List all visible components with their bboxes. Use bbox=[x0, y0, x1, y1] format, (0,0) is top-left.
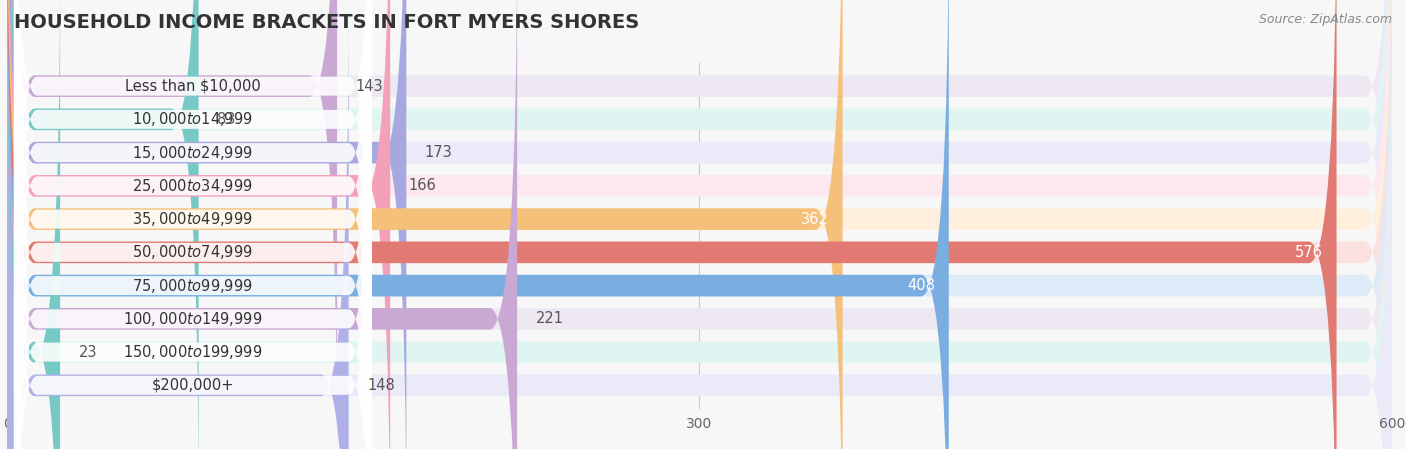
Text: Less than $10,000: Less than $10,000 bbox=[125, 79, 260, 94]
FancyBboxPatch shape bbox=[7, 0, 406, 449]
Text: HOUSEHOLD INCOME BRACKETS IN FORT MYERS SHORES: HOUSEHOLD INCOME BRACKETS IN FORT MYERS … bbox=[14, 13, 640, 32]
Text: 408: 408 bbox=[907, 278, 935, 293]
FancyBboxPatch shape bbox=[7, 0, 337, 449]
FancyBboxPatch shape bbox=[7, 0, 517, 449]
Text: 166: 166 bbox=[409, 178, 436, 194]
Text: $10,000 to $14,999: $10,000 to $14,999 bbox=[132, 110, 253, 128]
FancyBboxPatch shape bbox=[7, 0, 198, 449]
Text: $15,000 to $24,999: $15,000 to $24,999 bbox=[132, 144, 253, 162]
FancyBboxPatch shape bbox=[7, 0, 1337, 449]
FancyBboxPatch shape bbox=[7, 0, 1392, 449]
Text: $150,000 to $199,999: $150,000 to $199,999 bbox=[124, 343, 263, 361]
Text: $75,000 to $99,999: $75,000 to $99,999 bbox=[132, 277, 253, 295]
FancyBboxPatch shape bbox=[7, 0, 842, 449]
FancyBboxPatch shape bbox=[7, 0, 1392, 449]
FancyBboxPatch shape bbox=[14, 0, 371, 442]
FancyBboxPatch shape bbox=[7, 0, 1392, 449]
Text: 23: 23 bbox=[79, 344, 97, 360]
Text: $100,000 to $149,999: $100,000 to $149,999 bbox=[124, 310, 263, 328]
Text: 173: 173 bbox=[425, 145, 453, 160]
FancyBboxPatch shape bbox=[7, 0, 949, 449]
FancyBboxPatch shape bbox=[7, 0, 1392, 449]
FancyBboxPatch shape bbox=[7, 0, 60, 449]
FancyBboxPatch shape bbox=[14, 29, 371, 449]
FancyBboxPatch shape bbox=[7, 0, 1392, 449]
FancyBboxPatch shape bbox=[14, 0, 371, 449]
FancyBboxPatch shape bbox=[7, 0, 1392, 449]
FancyBboxPatch shape bbox=[14, 0, 371, 449]
Text: 83: 83 bbox=[217, 112, 235, 127]
FancyBboxPatch shape bbox=[7, 0, 349, 449]
FancyBboxPatch shape bbox=[14, 0, 371, 449]
FancyBboxPatch shape bbox=[7, 0, 1392, 449]
FancyBboxPatch shape bbox=[14, 0, 371, 449]
Text: 221: 221 bbox=[536, 311, 564, 326]
Text: $50,000 to $74,999: $50,000 to $74,999 bbox=[132, 243, 253, 261]
Text: $25,000 to $34,999: $25,000 to $34,999 bbox=[132, 177, 253, 195]
Text: 148: 148 bbox=[367, 378, 395, 393]
FancyBboxPatch shape bbox=[14, 0, 371, 449]
FancyBboxPatch shape bbox=[7, 0, 1392, 449]
FancyBboxPatch shape bbox=[7, 0, 1392, 449]
Text: Source: ZipAtlas.com: Source: ZipAtlas.com bbox=[1258, 13, 1392, 26]
Text: 362: 362 bbox=[801, 211, 828, 227]
Text: $200,000+: $200,000+ bbox=[152, 378, 233, 393]
Text: 576: 576 bbox=[1295, 245, 1323, 260]
FancyBboxPatch shape bbox=[14, 62, 371, 449]
Text: 143: 143 bbox=[356, 79, 384, 94]
FancyBboxPatch shape bbox=[14, 0, 371, 449]
FancyBboxPatch shape bbox=[7, 0, 1392, 449]
FancyBboxPatch shape bbox=[14, 0, 371, 409]
FancyBboxPatch shape bbox=[7, 0, 391, 449]
Text: $35,000 to $49,999: $35,000 to $49,999 bbox=[132, 210, 253, 228]
